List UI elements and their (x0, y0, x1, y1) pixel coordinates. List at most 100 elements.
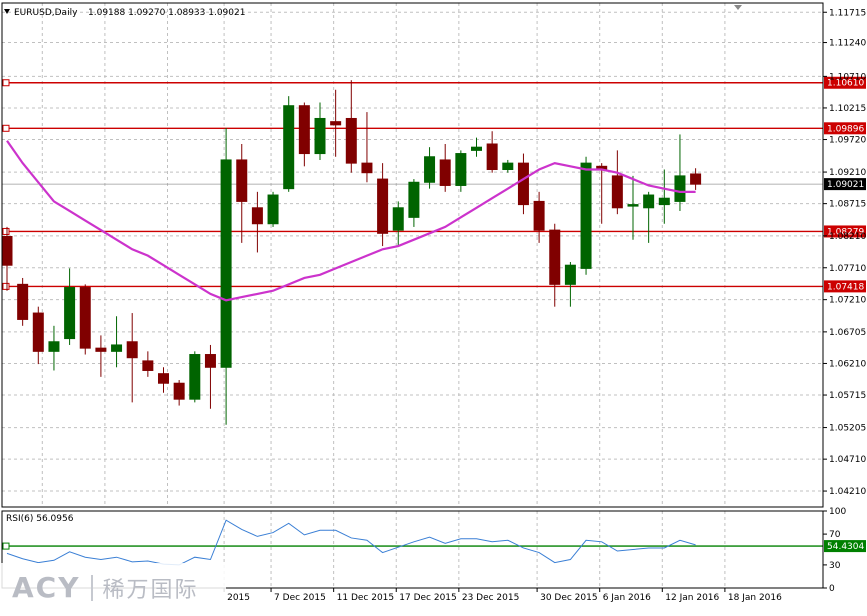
rsi-panel-border (1, 510, 824, 589)
level-price-badge (824, 76, 866, 89)
candle (220, 128, 232, 425)
price-tick-label: 1.04710 (829, 455, 866, 465)
rsi-tick-label: 30 (829, 561, 841, 571)
price-tick-label: 1.08210 (829, 232, 866, 242)
candle-body (48, 341, 60, 352)
candle-body (424, 156, 436, 183)
candle-body (361, 162, 373, 174)
date-tick-label: 12 Jan 2016 (665, 593, 719, 603)
candle-body (611, 175, 623, 209)
date-tick-label: 2015 (227, 593, 250, 603)
candle (95, 335, 107, 377)
candle (439, 143, 451, 192)
candle-body (517, 162, 529, 206)
ma-line (6, 140, 696, 302)
date-tick-label: 17 Dec 2015 (399, 593, 457, 603)
candle-body (439, 159, 451, 186)
candle (126, 313, 138, 403)
rsi-tick-label: 0 (829, 584, 835, 594)
candle-body (533, 200, 545, 231)
candle (142, 351, 154, 377)
candle (361, 112, 373, 183)
candle-body (1, 235, 13, 266)
candle (471, 137, 482, 157)
candle (236, 143, 248, 243)
candle (298, 102, 310, 167)
level-handle-icon[interactable] (2, 79, 10, 87)
price-tick-label: 1.11715 (829, 8, 866, 18)
shift-marker-icon[interactable] (734, 5, 742, 10)
candle (580, 156, 592, 275)
rsi-level-handle-icon[interactable] (2, 542, 10, 550)
candle (48, 325, 60, 371)
candle-body (142, 360, 154, 371)
price-tick-label: 1.06705 (829, 328, 866, 338)
level-price-badge (824, 280, 866, 293)
candle (158, 367, 169, 393)
candle (267, 191, 279, 227)
candle-body (126, 341, 138, 359)
candle (564, 262, 576, 307)
candle-body (674, 175, 686, 202)
candle (79, 284, 91, 355)
candle (549, 223, 561, 307)
candle-body (627, 204, 639, 207)
candle-body (189, 354, 201, 400)
candle-body (32, 312, 44, 352)
date-tick-label: 11 Dec 2015 (337, 593, 395, 603)
candle-body (690, 173, 702, 185)
level-handle-icon[interactable] (2, 282, 10, 290)
price-panel-border (1, 2, 824, 508)
price-tick-label: 1.05715 (829, 391, 866, 401)
candle (643, 191, 655, 243)
candle-body (236, 159, 248, 202)
candle-body (564, 264, 576, 285)
candle-body (204, 354, 216, 368)
candle (627, 175, 639, 240)
price-tick-label: 1.09210 (829, 168, 866, 178)
level-price-label: 1.07418 (827, 282, 864, 292)
candle (455, 150, 467, 192)
date-tick-label: 18 Jan 2016 (728, 593, 782, 603)
candle-body (267, 194, 279, 225)
current-price-badge (824, 178, 866, 191)
price-tick-label: 1.10215 (829, 104, 866, 114)
level-price-badge (824, 122, 866, 135)
date-tick-label: 23 Dec 2015 (462, 593, 519, 603)
price-tick-label: 1.07210 (829, 296, 866, 306)
candle (111, 316, 123, 368)
candle-body (95, 347, 107, 352)
candle-body (314, 117, 326, 155)
candle-body (283, 105, 295, 190)
candle (330, 89, 342, 157)
axes: 1.11715 1.11240 1.10710 1.10215 1.09720 1.092… (1, 2, 866, 603)
candle (690, 168, 702, 190)
candle (658, 169, 670, 224)
candle (502, 159, 514, 173)
candle-body (64, 287, 76, 340)
candle (32, 306, 44, 365)
candle (377, 163, 389, 247)
price-tick-label: 1.05205 (829, 424, 866, 434)
rsi-level-label: 54.4304 (827, 542, 864, 552)
candle (314, 102, 326, 160)
candles (1, 80, 702, 425)
level-price-label: 1.10610 (827, 79, 864, 89)
candle-body (111, 344, 123, 352)
candle (64, 268, 76, 345)
candle (283, 96, 295, 192)
candle-body (408, 181, 420, 218)
price-tick-label: 1.04210 (829, 487, 866, 497)
candle-body (158, 373, 169, 384)
candle-body (79, 287, 91, 349)
rsi-tick-label: 100 (829, 507, 846, 517)
candle-body (345, 117, 357, 164)
rsi-indicator: 100 70 30 0 54.4304 (2, 507, 866, 594)
level-handle-icon[interactable] (2, 124, 10, 132)
menu-triangle-icon[interactable] (4, 9, 10, 14)
level-handle-icon[interactable] (2, 227, 10, 235)
candle-body (298, 105, 310, 155)
